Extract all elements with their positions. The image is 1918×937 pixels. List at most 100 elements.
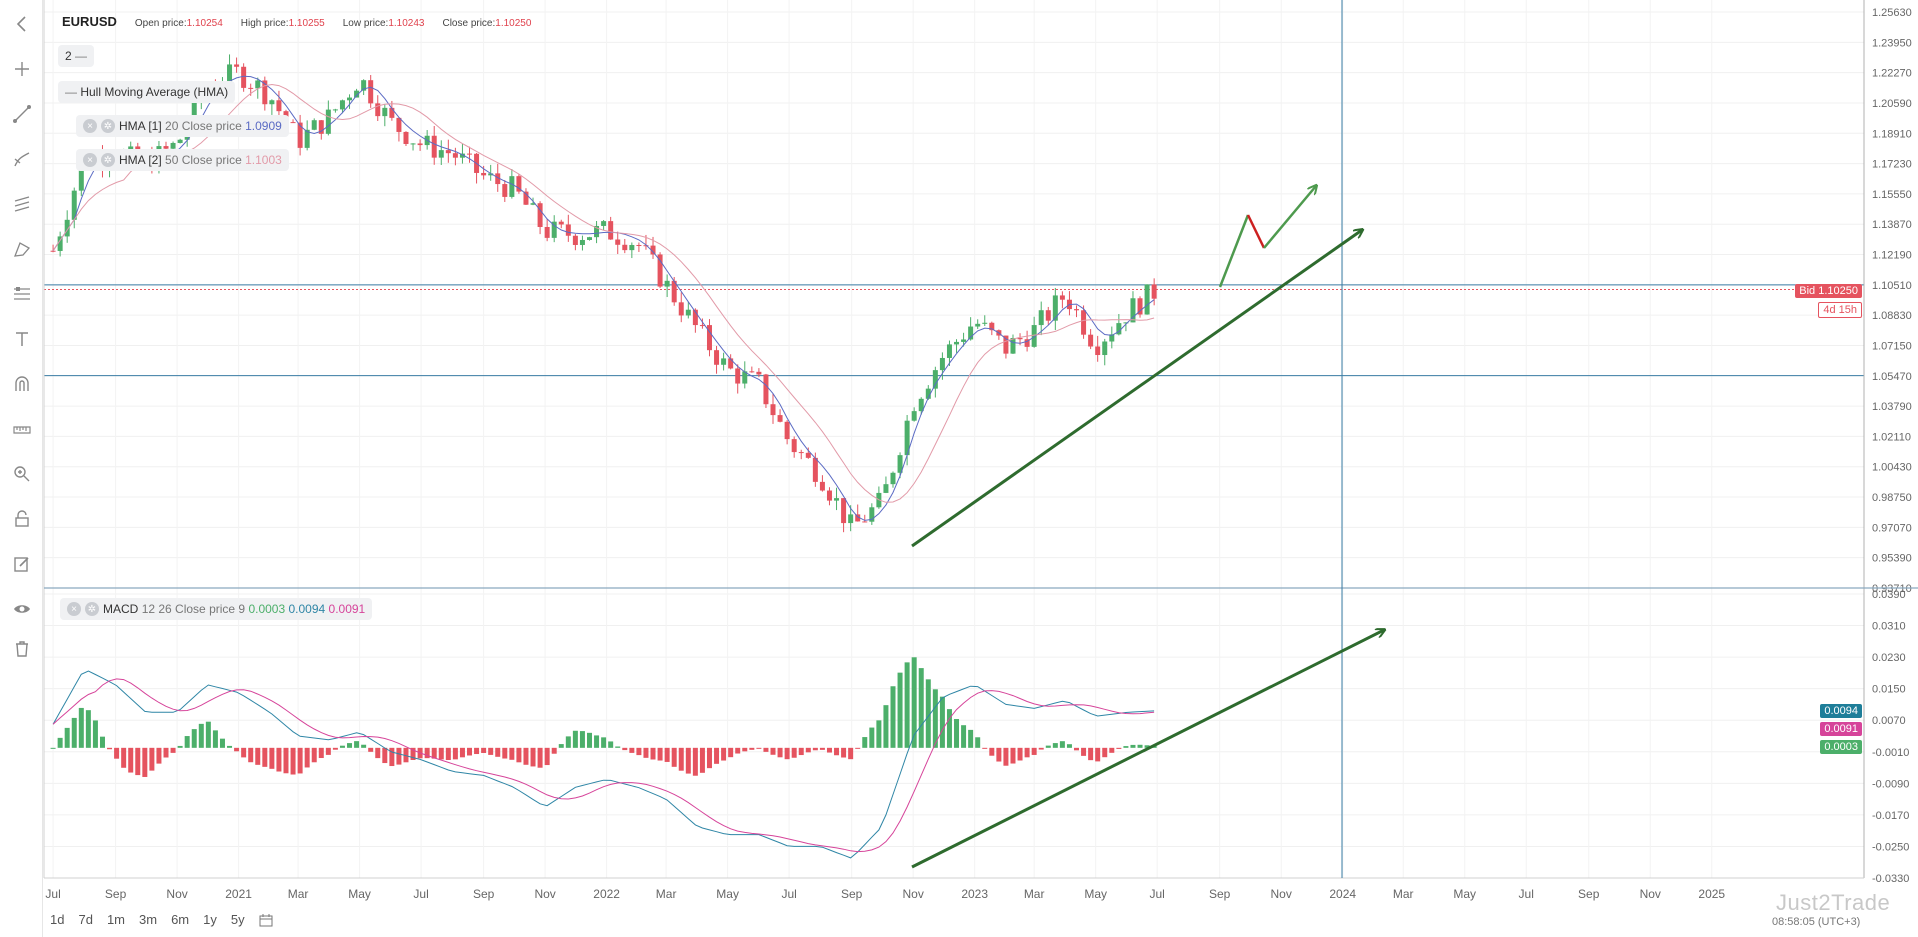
ohlc-header: EURUSD Open price:1.10254 High price:1.1…	[62, 14, 531, 29]
candle-body	[459, 153, 465, 158]
candle-body	[537, 203, 543, 227]
x-tick-label: Nov	[534, 887, 555, 901]
macd-histogram-bar	[64, 727, 70, 748]
tf-5y[interactable]: 5y	[230, 912, 245, 927]
macd-signal-value: 0.0091	[328, 602, 366, 616]
macd-histogram-bar	[99, 736, 105, 748]
candle-body	[890, 472, 896, 485]
trendline-icon[interactable]	[8, 100, 35, 127]
macd-histogram-bar	[1109, 747, 1115, 753]
candle-body	[516, 176, 522, 192]
macd-histogram-bar	[735, 747, 741, 754]
candle-body	[572, 235, 578, 245]
candle-body	[71, 190, 77, 220]
measure-icon[interactable]	[8, 415, 35, 442]
candle-body	[699, 325, 705, 327]
gear-icon[interactable]: ✲	[101, 153, 115, 167]
candle-body	[989, 322, 995, 331]
close-icon[interactable]: ×	[83, 119, 97, 133]
x-tick-label: Mar	[656, 887, 677, 901]
drawings	[911, 0, 1384, 878]
candle-body	[304, 129, 310, 148]
tf-1d[interactable]: 1d	[50, 912, 65, 927]
macd-histogram-bar	[579, 731, 585, 748]
macd-histogram-bar	[636, 747, 642, 756]
close-icon[interactable]: ×	[83, 153, 97, 167]
close-icon[interactable]: ×	[67, 602, 81, 616]
brush-icon[interactable]	[8, 145, 35, 172]
tf-1y[interactable]: 1y	[203, 912, 217, 927]
lock-icon[interactable]	[8, 505, 35, 532]
indicator-count-toggle[interactable]: 2 —	[58, 45, 95, 67]
tf-6m[interactable]: 6m	[171, 912, 190, 927]
magnet-icon[interactable]	[8, 370, 35, 397]
macd-histogram-bar	[530, 747, 536, 767]
candle-body	[332, 109, 338, 111]
macd-histogram-bar	[1116, 747, 1122, 749]
gear-icon[interactable]: ✲	[85, 602, 99, 616]
x-tick-label: 2023	[961, 887, 988, 901]
x-tick-label: 2022	[593, 887, 620, 901]
fibonacci-icon[interactable]	[8, 280, 35, 307]
macd-histogram-bar	[939, 696, 945, 748]
macd-histogram-bar	[904, 662, 910, 748]
candle-body	[269, 100, 275, 105]
macd-histogram-bar	[989, 747, 995, 756]
gear-icon[interactable]: ✲	[101, 119, 115, 133]
candle-body	[763, 374, 769, 405]
macd-histogram-bar	[749, 747, 755, 750]
price-tick-label: 0.98750	[1872, 492, 1912, 504]
eye-icon[interactable]	[8, 595, 35, 622]
price-tick-label: 1.05470	[1872, 371, 1912, 383]
macd-histogram-bar	[975, 737, 981, 748]
candle-body	[396, 117, 402, 132]
macd-histogram-bar	[756, 747, 762, 749]
macd-histogram-bar	[128, 747, 134, 773]
x-tick-label: 2021	[225, 887, 252, 901]
trash-icon[interactable]	[8, 635, 35, 662]
tf-7d[interactable]: 7d	[78, 912, 93, 927]
candle-body	[509, 176, 515, 197]
macd-histogram-bar	[410, 747, 416, 760]
macd-histogram-bar	[876, 720, 882, 748]
candle-body	[643, 245, 649, 247]
candle-body	[579, 239, 585, 245]
crosshair-icon[interactable]	[8, 55, 35, 82]
macd-tick-label: -0.0010	[1872, 747, 1909, 759]
candle-body	[784, 421, 790, 440]
macd-histogram-bar	[812, 747, 818, 751]
price-tick-label: 1.17230	[1872, 159, 1912, 171]
hma2-row[interactable]: × ✲ HMA [2] 50 Close price 1.1003	[76, 149, 289, 171]
calendar-icon[interactable]	[259, 913, 273, 927]
pattern-icon[interactable]	[8, 235, 35, 262]
hma-group[interactable]: — Hull Moving Average (HMA)	[58, 81, 236, 103]
macd-histogram-bar	[78, 707, 84, 748]
macd-histogram-bar	[1045, 745, 1051, 748]
symbol-title[interactable]: EURUSD	[62, 14, 117, 29]
zoom-icon[interactable]	[8, 460, 35, 487]
edit-icon[interactable]	[8, 550, 35, 577]
candle-body	[1081, 310, 1087, 335]
candle-body	[608, 221, 614, 240]
macd-name: MACD	[103, 602, 139, 616]
macd-histogram-bar	[205, 721, 211, 748]
forecast-pullback-leg	[1246, 214, 1266, 249]
clock: 08:58:05 (UTC+3)	[1772, 916, 1861, 928]
macd-tick-label: -0.0090	[1872, 778, 1909, 790]
x-tick-label: Sep	[473, 887, 495, 901]
high-value: 1.10255	[288, 18, 325, 29]
price-tick-label: 1.12190	[1872, 250, 1912, 262]
candle-body	[925, 388, 931, 399]
tf-3m[interactable]: 3m	[139, 912, 158, 927]
macd-histogram-bar	[135, 747, 141, 776]
macd-tick-label: 0.0070	[1872, 715, 1906, 727]
text-icon[interactable]	[8, 325, 35, 352]
macd-row[interactable]: × ✲ MACD 12 26 Close price 9 0.0003 0.009…	[60, 598, 373, 620]
hma1-row[interactable]: × ✲ HMA [1] 20 Close price 1.0909	[76, 115, 289, 137]
back-icon[interactable]	[8, 10, 35, 37]
candle-body	[615, 239, 621, 245]
price-tick-label: 1.25630	[1872, 7, 1912, 19]
channel-icon[interactable]	[8, 190, 35, 217]
tf-1m[interactable]: 1m	[106, 912, 125, 927]
